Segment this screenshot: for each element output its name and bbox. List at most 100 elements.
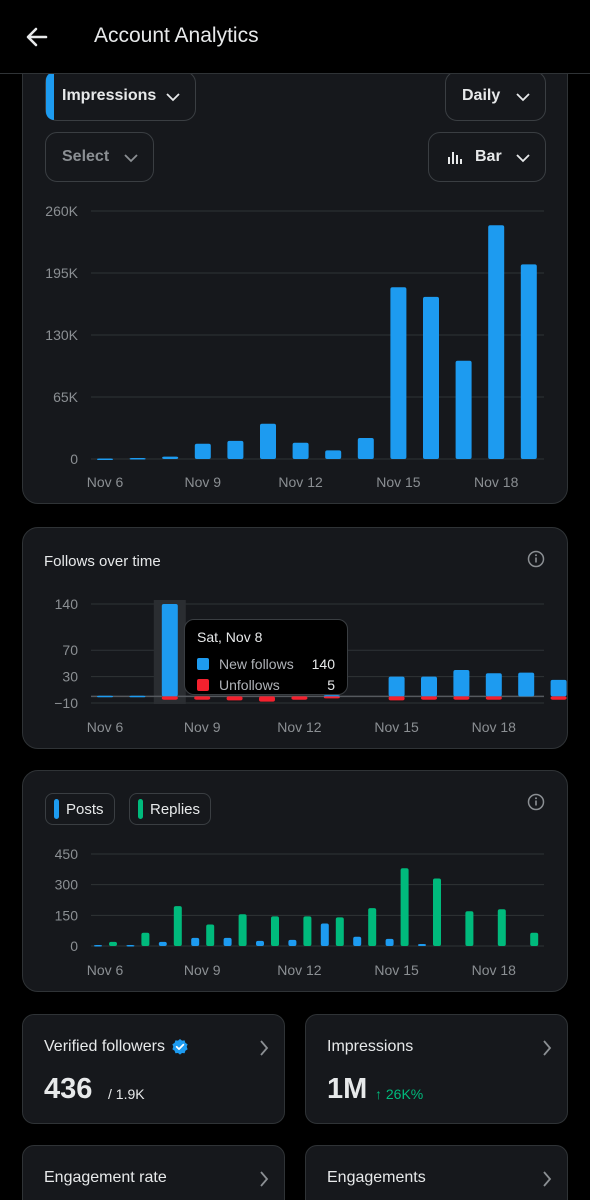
new-follows-bar xyxy=(550,679,567,697)
posts-bar xyxy=(158,941,167,946)
chevron-down-icon xyxy=(124,154,138,163)
impressions-bar xyxy=(162,456,179,459)
metric-dropdown[interactable]: Impressions xyxy=(45,71,196,121)
replies-bar xyxy=(497,909,506,946)
chart-type-dropdown[interactable]: Bar xyxy=(428,132,546,182)
x-tick-label: Nov 12 xyxy=(277,719,322,735)
impressions-bar xyxy=(520,264,537,459)
replies-bar xyxy=(465,911,474,946)
verified-badge-icon xyxy=(172,1039,188,1055)
x-tick-label: Nov 6 xyxy=(87,474,124,490)
follows-bar-chart: 140 70 30 −10 Nov 6 Nov 9 Nov 12 Nov 15 Nov 18 xyxy=(54,596,567,735)
unfollows-bar xyxy=(226,696,243,701)
tooltip-value: 5 xyxy=(327,676,335,693)
y-tick-label: 0 xyxy=(70,451,78,467)
x-tick-label: Nov 9 xyxy=(184,962,221,978)
back-arrow-icon[interactable] xyxy=(22,22,52,52)
impressions-bar xyxy=(97,458,113,461)
x-tick-label: Nov 15 xyxy=(374,962,419,978)
engagements-card[interactable]: Engagements xyxy=(305,1145,568,1200)
replies-bar xyxy=(173,906,182,946)
unfollows-bar xyxy=(485,696,502,700)
replies-bar xyxy=(141,932,150,946)
stat-title: Impressions xyxy=(327,1038,413,1056)
new-follows-bar xyxy=(161,604,178,697)
stat-total: / 1.9K xyxy=(108,1086,145,1102)
replies-bar xyxy=(109,941,117,946)
posts-bar xyxy=(320,923,329,946)
replies-bar xyxy=(530,932,539,946)
metric-dropdown-label: Impressions xyxy=(62,87,157,104)
follows-card-title: Follows over time xyxy=(44,553,161,570)
impressions-bar-chart: 260K 195K 130K 65K 0 Nov 6 Nov 9 Nov 12 Nov 15 No… xyxy=(45,203,544,490)
posts-swatch xyxy=(54,799,59,819)
chevron-down-icon xyxy=(166,93,180,102)
impressions-bar xyxy=(227,440,244,459)
y-tick-label: 0 xyxy=(70,938,78,954)
unfollows-bar xyxy=(291,696,308,700)
compare-dropdown-label: Select xyxy=(62,148,110,165)
legend-posts[interactable]: Posts xyxy=(45,793,115,825)
period-dropdown-label: Daily xyxy=(462,87,501,104)
unfollows-bar xyxy=(194,696,211,700)
chevron-right-icon xyxy=(543,1040,552,1056)
tooltip-date: Sat, Nov 8 xyxy=(197,629,263,645)
replies-bar xyxy=(335,917,344,946)
impressions-stat-card[interactable]: Impressions 1M ↑ 26K% xyxy=(305,1014,568,1124)
posts-bar xyxy=(418,943,426,946)
impressions-bar xyxy=(455,360,472,459)
chevron-down-icon xyxy=(516,154,530,163)
posts-replies-bar-chart: 450 300 150 0 Nov 6 Nov 9 Nov 12 Nov 15 Nov 18 xyxy=(55,846,544,978)
x-tick-label: Nov 15 xyxy=(376,474,421,490)
x-tick-label: Nov 18 xyxy=(472,719,517,735)
chart-type-dropdown-label: Bar xyxy=(475,148,502,165)
stat-title-text: Engagement rate xyxy=(44,1169,167,1186)
chevron-right-icon xyxy=(543,1171,552,1187)
stat-title: Engagement rate xyxy=(44,1169,167,1187)
y-tick-label: 30 xyxy=(62,669,78,685)
tooltip-value: 140 xyxy=(311,655,335,672)
verified-followers-card[interactable]: Verified followers 436 / 1.9K xyxy=(22,1014,285,1124)
engagement-rate-card[interactable]: Engagement rate xyxy=(22,1145,285,1200)
replies-bar xyxy=(238,914,247,946)
chevron-right-icon xyxy=(260,1040,269,1056)
posts-bar xyxy=(126,944,135,947)
y-tick-label: 300 xyxy=(55,877,79,893)
x-tick-label: Nov 9 xyxy=(185,474,222,490)
info-icon[interactable] xyxy=(527,550,545,568)
new-follows-swatch xyxy=(197,657,209,670)
replies-bar xyxy=(206,924,215,946)
unfollows-bar xyxy=(161,696,178,700)
y-tick-label: 65K xyxy=(53,389,79,405)
unfollows-bar xyxy=(550,696,567,700)
replies-bar xyxy=(400,868,409,946)
legend-replies[interactable]: Replies xyxy=(129,793,212,825)
legend-label: Posts xyxy=(66,800,104,818)
posts-bar xyxy=(385,938,394,946)
posts-bar xyxy=(288,939,297,946)
x-tick-label: Nov 12 xyxy=(278,474,323,490)
info-icon[interactable] xyxy=(527,793,545,811)
new-follows-bar xyxy=(129,695,146,698)
replies-bar xyxy=(271,916,279,946)
posts-bar xyxy=(223,937,232,946)
stat-title: Verified followers xyxy=(44,1038,189,1056)
replies-bar xyxy=(368,908,377,946)
chevron-right-icon xyxy=(260,1171,269,1187)
y-tick-label: 450 xyxy=(55,846,79,862)
unfollows-bar xyxy=(259,696,275,702)
legend-label: Replies xyxy=(150,800,201,818)
unfollows-bar xyxy=(453,696,470,700)
metric-color-swatch xyxy=(46,72,54,120)
stat-title-text: Verified followers xyxy=(44,1038,165,1055)
y-tick-label: 70 xyxy=(62,642,78,658)
posts-bar xyxy=(191,937,200,946)
impressions-bar xyxy=(390,287,407,459)
posts-replies-chart-card: Posts Replies 450 300 150 0 Nov 6 Nov 9 Nov 12… xyxy=(22,770,568,992)
impressions-bar xyxy=(325,450,342,459)
period-dropdown[interactable]: Daily xyxy=(445,71,546,121)
compare-dropdown[interactable]: Select xyxy=(45,132,154,182)
page-title: Account Analytics xyxy=(94,24,259,47)
chart-tooltip: Sat, Nov 8 New follows 140 Unfollows 5 xyxy=(184,619,348,695)
impressions-bar xyxy=(292,442,309,459)
